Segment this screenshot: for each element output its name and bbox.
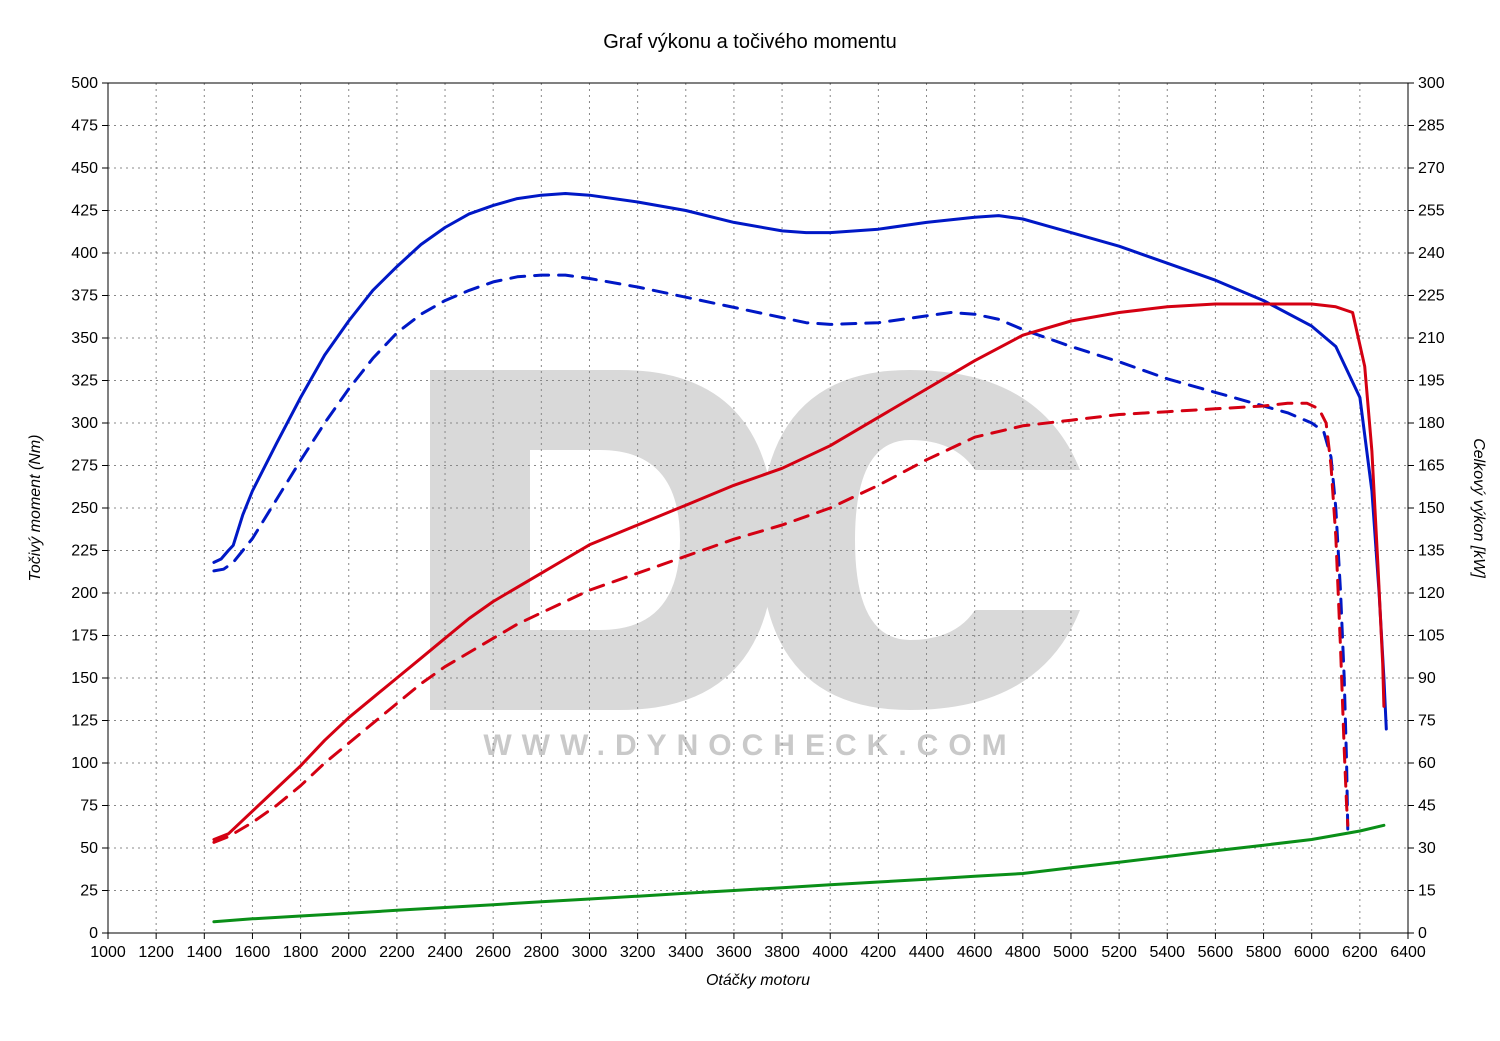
x-tick-label: 5000 [1053,944,1089,961]
x-tick-label: 6200 [1342,944,1378,961]
x-tick-label: 4800 [1005,944,1041,961]
y-right-tick-label: 150 [1418,500,1445,517]
x-tick-label: 2000 [331,944,367,961]
x-tick-label: 4200 [861,944,897,961]
y-right-tick-label: 225 [1418,288,1445,305]
x-tick-label: 3600 [716,944,752,961]
y-right-tick-label: 165 [1418,458,1445,475]
y-left-tick-label: 0 [89,925,98,942]
y-right-tick-label: 285 [1418,118,1445,135]
y-right-tick-label: 75 [1418,713,1436,730]
watermark: WWW.DYNOCHECK.COM [430,370,1080,762]
watermark-url: WWW.DYNOCHECK.COM [483,729,1016,762]
y-left-tick-label: 400 [71,245,98,262]
chart-grid [108,83,1408,933]
dyno-chart: Graf výkonu a točivého momentu WWW.DYNOC… [0,0,1500,1041]
y-left-tick-label: 75 [80,798,98,815]
y-right-tick-label: 240 [1418,245,1445,262]
y-left-tick-label: 375 [71,288,98,305]
y-right-tick-label: 120 [1418,585,1445,602]
y-left-tick-label: 300 [71,415,98,432]
y-left-tick-label: 350 [71,330,98,347]
x-tick-label: 1400 [186,944,222,961]
y-left-tick-label: 500 [71,75,98,92]
x-tick-label: 3200 [620,944,656,961]
y-right-tick-label: 180 [1418,415,1445,432]
y-left-tick-label: 100 [71,755,98,772]
x-tick-label: 5200 [1101,944,1137,961]
y-ticks-right: 0 15 30 45 60 75 90 105 120 135 150 165 180 195 210 225… [1408,75,1445,942]
y-right-tick-label: 0 [1418,925,1427,942]
y-right-tick-label: 195 [1418,373,1445,390]
y-left-tick-label: 450 [71,160,98,177]
x-tick-label: 4000 [812,944,848,961]
y-right-tick-label: 255 [1418,203,1445,220]
x-tick-label: 3000 [572,944,608,961]
y-right-tick-label: 135 [1418,543,1445,560]
x-tick-label: 6400 [1390,944,1426,961]
y-right-tick-label: 30 [1418,840,1436,857]
y-left-tick-label: 325 [71,373,98,390]
y-left-tick-label: 150 [71,670,98,687]
x-tick-label: 5800 [1246,944,1282,961]
y-left-tick-label: 275 [71,458,98,475]
x-ticks: 1000 1200 1400 1600 1800 2000 2200 2400 2600 2800… [90,933,1426,961]
y-left-tick-label: 425 [71,203,98,220]
y-ticks-left: 0 25 50 75 100 125 150 175 200 225 250 275 300 325 350… [71,75,108,942]
y-right-tick-label: 270 [1418,160,1445,177]
y-left-tick-label: 475 [71,118,98,135]
x-tick-label: 2400 [427,944,463,961]
y-axis-left-label: Točivý moment (Nm) [27,435,44,582]
x-axis-label: Otáčky motoru [706,972,810,989]
x-tick-label: 6000 [1294,944,1330,961]
x-tick-label: 5400 [1149,944,1185,961]
y-axis-right-label: Celkový výkon [kW] [1470,438,1487,578]
chart-title: Graf výkonu a točivého momentu [603,31,896,53]
x-tick-label: 4400 [909,944,945,961]
x-tick-label: 1600 [235,944,271,961]
y-left-tick-label: 25 [80,883,98,900]
x-tick-label: 2200 [379,944,415,961]
y-left-tick-label: 250 [71,500,98,517]
x-tick-label: 5600 [1198,944,1234,961]
series-drag_power [214,825,1384,921]
y-right-tick-label: 210 [1418,330,1445,347]
y-left-tick-label: 175 [71,628,98,645]
y-right-tick-label: 90 [1418,670,1436,687]
x-tick-label: 2800 [524,944,560,961]
y-right-tick-label: 45 [1418,798,1436,815]
y-left-tick-label: 125 [71,713,98,730]
y-right-tick-label: 15 [1418,883,1436,900]
y-right-tick-label: 60 [1418,755,1436,772]
y-right-tick-label: 300 [1418,75,1445,92]
y-right-tick-label: 105 [1418,628,1445,645]
x-tick-label: 2600 [475,944,511,961]
x-tick-label: 1200 [138,944,174,961]
x-tick-label: 4600 [957,944,993,961]
y-left-tick-label: 200 [71,585,98,602]
x-tick-label: 1800 [283,944,319,961]
y-left-tick-label: 50 [80,840,98,857]
x-tick-label: 3400 [668,944,704,961]
y-left-tick-label: 225 [71,543,98,560]
x-tick-label: 3800 [764,944,800,961]
x-tick-label: 1000 [90,944,126,961]
